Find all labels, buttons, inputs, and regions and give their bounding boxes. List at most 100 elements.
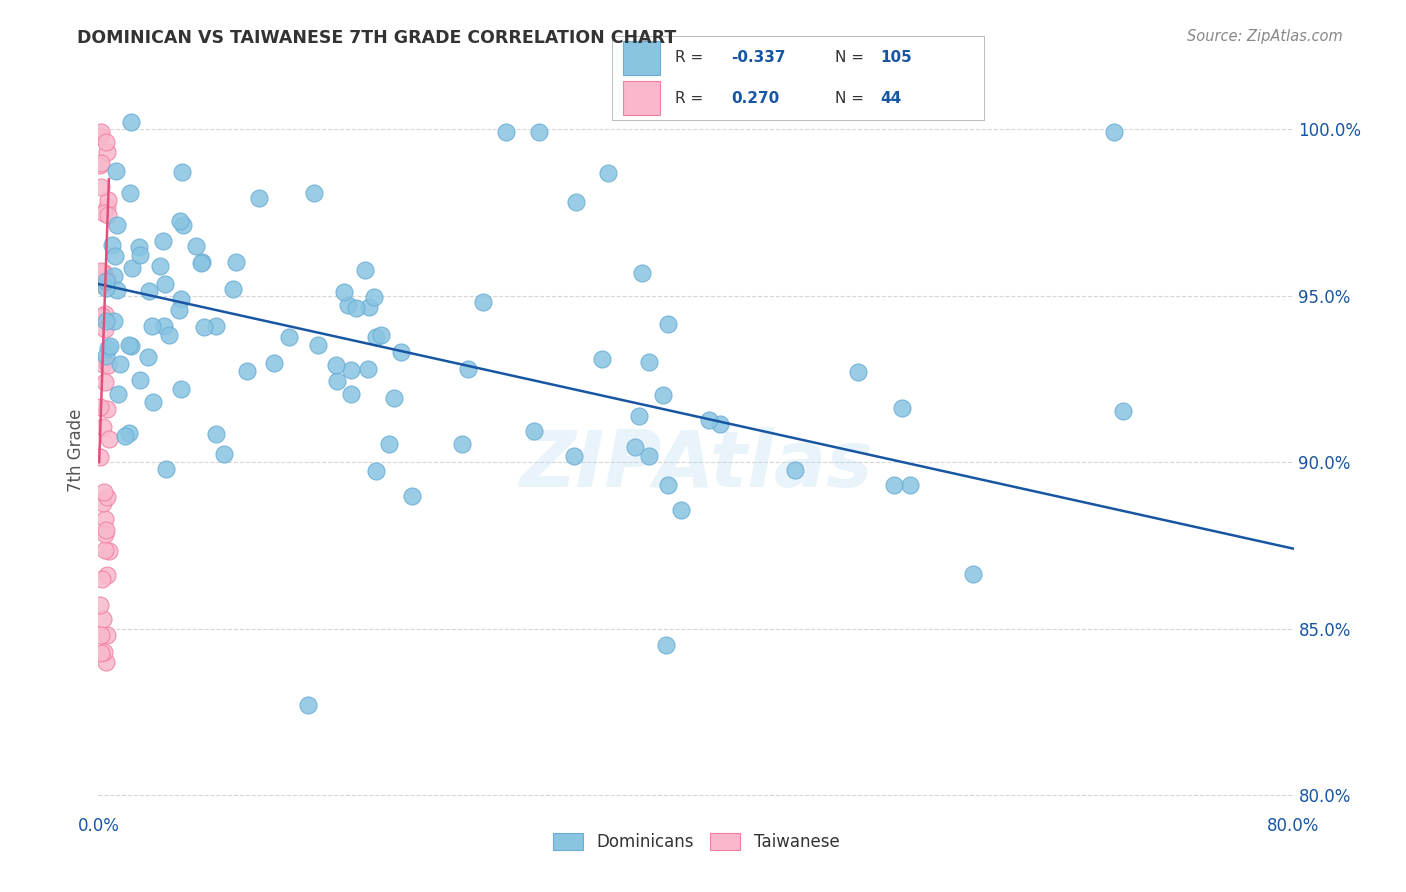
- Point: [153, 277, 176, 291]
- Point: [225, 254, 247, 268]
- Text: 44: 44: [880, 91, 901, 106]
- Point: [94, 527, 117, 541]
- Point: [149, 260, 172, 274]
- Point: [94, 274, 117, 288]
- Point: [93, 612, 115, 626]
- Point: [247, 190, 270, 204]
- Point: [172, 218, 194, 232]
- Point: [366, 330, 388, 344]
- Point: [91, 357, 114, 371]
- Point: [89, 158, 111, 172]
- Point: [638, 354, 661, 368]
- Point: [451, 436, 474, 450]
- Point: [278, 329, 301, 343]
- Point: [184, 239, 207, 253]
- Point: [90, 156, 112, 170]
- Point: [669, 503, 692, 517]
- Point: [325, 375, 347, 389]
- Point: [93, 266, 115, 280]
- Point: [96, 568, 118, 582]
- Point: [336, 297, 359, 311]
- Point: [97, 433, 120, 447]
- Point: [631, 266, 654, 280]
- Point: [121, 261, 143, 276]
- Point: [96, 145, 118, 160]
- Point: [91, 496, 114, 510]
- Point: [97, 209, 120, 223]
- Point: [94, 375, 117, 389]
- Point: [169, 214, 191, 228]
- Point: [401, 489, 423, 503]
- Point: [170, 165, 193, 179]
- Point: [94, 543, 117, 558]
- Point: [170, 382, 193, 396]
- Point: [97, 341, 120, 355]
- Point: [495, 126, 517, 140]
- Point: [107, 386, 129, 401]
- Text: Source: ZipAtlas.com: Source: ZipAtlas.com: [1187, 29, 1343, 45]
- Point: [90, 646, 112, 660]
- Point: [1112, 404, 1135, 418]
- Point: [120, 115, 142, 129]
- Point: [627, 409, 650, 423]
- Point: [90, 125, 112, 139]
- Bar: [623, 41, 659, 75]
- Point: [108, 357, 131, 371]
- Point: [709, 417, 731, 431]
- Point: [94, 314, 117, 328]
- Point: [96, 401, 118, 416]
- Point: [91, 572, 114, 586]
- Point: [93, 322, 115, 336]
- Point: [89, 400, 111, 414]
- Point: [389, 345, 412, 359]
- Point: [638, 449, 661, 463]
- Point: [97, 544, 120, 558]
- Point: [297, 698, 319, 713]
- Point: [118, 425, 141, 440]
- Point: [94, 135, 117, 149]
- Text: R =: R =: [675, 50, 709, 65]
- Point: [263, 355, 285, 369]
- Point: [325, 358, 347, 372]
- Point: [883, 478, 905, 492]
- Point: [204, 318, 226, 333]
- Point: [898, 477, 921, 491]
- Point: [97, 193, 120, 207]
- Point: [90, 628, 112, 642]
- Point: [89, 450, 111, 464]
- Point: [138, 350, 160, 364]
- Point: [598, 166, 620, 180]
- Point: [120, 339, 142, 353]
- Point: [190, 255, 212, 269]
- Point: [652, 388, 675, 402]
- Point: [340, 363, 363, 377]
- Point: [129, 373, 152, 387]
- Point: [96, 628, 118, 642]
- Point: [153, 318, 176, 333]
- Point: [333, 285, 356, 299]
- Point: [94, 655, 117, 669]
- Point: [89, 598, 111, 612]
- Point: [118, 186, 141, 200]
- Point: [222, 282, 245, 296]
- Point: [155, 462, 177, 476]
- Point: [129, 248, 152, 262]
- Point: [91, 420, 114, 434]
- Point: [562, 449, 585, 463]
- Point: [364, 464, 387, 478]
- Text: ZIPAtlas: ZIPAtlas: [519, 427, 873, 503]
- Point: [655, 638, 678, 652]
- Point: [103, 269, 125, 284]
- Point: [89, 129, 111, 144]
- Point: [382, 391, 405, 405]
- Point: [90, 278, 112, 293]
- Point: [357, 300, 380, 314]
- Point: [105, 283, 128, 297]
- Point: [846, 365, 869, 379]
- Point: [344, 301, 367, 315]
- Point: [170, 292, 193, 306]
- Y-axis label: 7th Grade: 7th Grade: [67, 409, 86, 492]
- Legend: Dominicans, Taiwanese: Dominicans, Taiwanese: [546, 826, 846, 857]
- Point: [94, 281, 117, 295]
- Text: R =: R =: [675, 91, 713, 106]
